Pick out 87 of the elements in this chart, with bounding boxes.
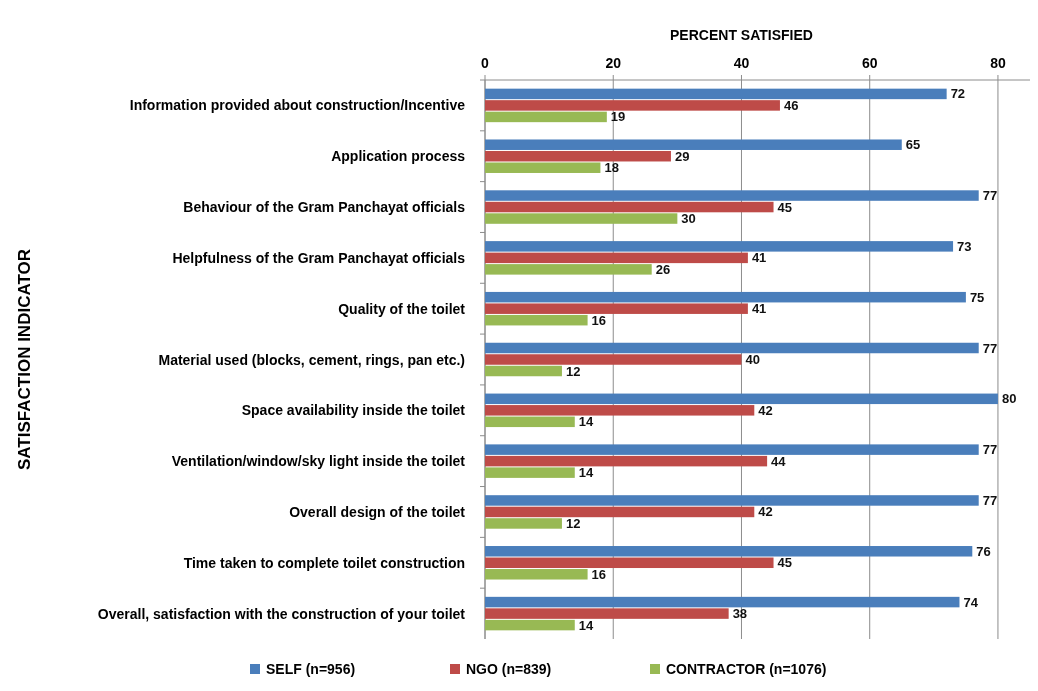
data-label: 12: [565, 363, 581, 379]
data-label: 12: [565, 515, 581, 531]
x-tick-label: 40: [733, 55, 750, 71]
data-label: 77: [982, 492, 998, 508]
data-label: 19: [610, 109, 626, 125]
data-label: 77: [982, 340, 998, 356]
x-tick-label: 0: [481, 55, 490, 71]
bar: [485, 162, 601, 173]
x-tick-label: 60: [861, 55, 878, 71]
data-label: 45: [777, 555, 792, 571]
y-tick-label: Overall, satisfaction with the construction of your toilet: [97, 605, 466, 622]
bar: [485, 111, 607, 123]
bar: [485, 365, 562, 377]
bar: [485, 495, 979, 506]
bar: [485, 150, 671, 162]
y-tick-label: Information provided about construction/Incentive: [129, 97, 466, 114]
y-tick-label: Helpfulness of the Gram Panchayat officials: [172, 249, 466, 266]
bar: [485, 264, 652, 275]
y-tick-label: Time taken to complete toilet construction: [183, 554, 465, 571]
bar: [485, 303, 748, 314]
bar: [485, 557, 774, 569]
y-tick-label: Quality of the toilet: [338, 300, 466, 317]
data-label: 65: [905, 137, 921, 153]
data-label: 80: [1001, 391, 1017, 407]
bar: [485, 455, 768, 467]
data-label: 75: [969, 289, 985, 305]
data-label: 29: [674, 148, 690, 164]
bar: [485, 201, 774, 213]
y-axis-title: SATISFACTION INDICATOR: [15, 249, 34, 470]
data-label: 46: [783, 97, 799, 113]
y-tick-label: Behaviour of the Gram Panchayat officials: [183, 199, 466, 216]
bar: [485, 139, 902, 150]
data-label: 41: [751, 250, 767, 266]
bar: [485, 291, 966, 303]
y-tick-label: Material used (blocks, cement, rings, pan etc.): [158, 351, 465, 368]
bar: [485, 416, 575, 428]
bar: [485, 88, 947, 100]
data-label: 16: [591, 312, 607, 328]
bar: [485, 393, 998, 405]
data-label: 42: [758, 504, 773, 520]
x-axis-title: PERCENT SATISFIED: [670, 27, 813, 43]
bar: [485, 596, 960, 608]
bar: [485, 213, 678, 224]
bar: [485, 546, 973, 557]
bar: [485, 569, 588, 580]
bar: [485, 619, 575, 631]
data-label: 44: [771, 453, 787, 469]
bar: [485, 314, 588, 326]
y-tick-label: Space availability inside the toilet: [241, 402, 466, 419]
data-label: 30: [681, 211, 696, 227]
legend-label: SELF (n=956): [266, 661, 356, 677]
legend-label: CONTRACTOR (n=1076): [666, 661, 827, 677]
data-label: 77: [982, 442, 998, 458]
bar: [485, 354, 742, 365]
data-label: 14: [578, 617, 594, 633]
x-tick-label: 20: [605, 55, 622, 71]
data-label: 45: [777, 199, 792, 215]
bar: [485, 506, 755, 518]
bar: [485, 100, 780, 111]
data-label: 26: [655, 261, 671, 277]
data-label: 42: [758, 402, 773, 418]
data-label: 76: [976, 543, 991, 559]
bar: [485, 608, 729, 619]
y-tick-label: Overall design of the toilet: [289, 503, 466, 520]
data-label: 77: [982, 188, 998, 204]
y-tick-label: Application process: [331, 148, 466, 165]
data-label: 14: [578, 414, 594, 430]
bar: [485, 405, 755, 416]
bar: [485, 190, 979, 201]
data-label: 38: [732, 606, 748, 622]
data-label: 72: [950, 86, 966, 102]
data-label: 41: [751, 301, 767, 317]
data-label: 16: [591, 566, 607, 582]
legend-label: NGO (n=839): [466, 661, 552, 677]
data-label: 73: [957, 238, 972, 254]
data-label: 74: [963, 594, 979, 610]
data-label: 14: [578, 465, 594, 481]
bar: [485, 444, 979, 455]
data-label: 18: [604, 160, 619, 176]
bar: [485, 518, 562, 529]
bar: [485, 342, 979, 354]
bar: [485, 241, 954, 252]
x-tick-label: 80: [990, 55, 1006, 71]
data-label: 40: [745, 352, 760, 367]
bar: [485, 467, 575, 478]
bar: [485, 252, 748, 264]
y-tick-label: Ventilation/window/sky light inside the toilet: [171, 453, 466, 470]
